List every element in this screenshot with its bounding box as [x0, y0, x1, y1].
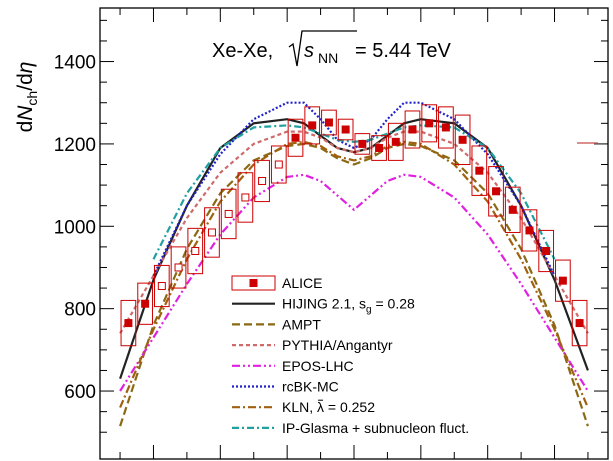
alice-syst-box: [454, 114, 471, 166]
alice-syst-box: [504, 186, 521, 233]
alice-syst-box: [521, 209, 538, 252]
series-line-6: [152, 124, 556, 260]
alice-data: [120, 104, 588, 347]
alice-point: [508, 205, 517, 214]
alice-syst-box: [421, 104, 438, 143]
legend-label-4: rcBK-MC: [282, 379, 339, 395]
legend-alice-marker: [249, 279, 258, 287]
alice-syst-box: [538, 229, 555, 273]
title-system: Xe-Xe,: [212, 40, 273, 62]
alice-syst-box: [555, 259, 571, 302]
alice-point: [207, 228, 216, 237]
legend-label-0: HIJING 2.1, sg = 0.28: [282, 296, 415, 316]
legend-label-alice: ALICE: [282, 275, 322, 291]
title-energy: = 5.44 TeV: [355, 40, 451, 62]
alice-syst-box: [237, 172, 254, 223]
alice-point: [391, 137, 400, 146]
alice-point: [425, 119, 434, 128]
alice-syst-box: [354, 133, 371, 155]
alice-syst-box: [170, 246, 187, 289]
y-tick-label: 1000: [54, 217, 96, 238]
alice-point: [141, 299, 150, 308]
alice-syst-box: [137, 282, 153, 325]
y-tick-label: 1200: [54, 135, 96, 156]
alice-point: [575, 319, 584, 328]
alice-syst-box: [120, 299, 137, 347]
alice-point: [458, 135, 467, 144]
alice-point: [358, 139, 367, 148]
legend-alice-box: [231, 275, 276, 291]
alice-syst-box: [438, 106, 454, 149]
model-curves: [119, 101, 589, 427]
alice-syst-box: [571, 299, 588, 347]
alice-point: [308, 121, 317, 130]
alice-syst-box: [187, 227, 204, 275]
alice-syst-box: [287, 118, 304, 157]
y-tick-label: 600: [64, 382, 96, 403]
alice-point: [375, 144, 384, 153]
legend-label-5: KLN, λ = 0.252: [282, 399, 375, 415]
sqrt-symbol: [288, 30, 357, 67]
title-sub-nn: NN: [318, 50, 338, 66]
alice-point: [174, 263, 183, 272]
alice-syst-box: [371, 135, 387, 161]
alice-point: [441, 123, 450, 132]
alice-point: [525, 226, 534, 235]
alice-syst-box: [304, 106, 321, 145]
alice-point: [408, 125, 417, 134]
alice-point: [224, 209, 233, 218]
alice-syst-box: [404, 110, 421, 149]
alice-point: [324, 118, 333, 127]
legend-label-3: EPOS-LHC: [282, 358, 354, 374]
alice-syst-box: [270, 145, 287, 184]
alice-point: [258, 176, 267, 185]
legend-label-2: PYTHIA/Angantyr: [282, 337, 393, 353]
alice-syst-box: [337, 118, 354, 141]
alice-point: [291, 133, 300, 142]
alice-syst-box: [471, 145, 488, 196]
alice-point: [492, 187, 501, 196]
alice-point: [274, 160, 283, 169]
alice-syst-box: [204, 207, 220, 258]
series-line-1: [119, 142, 589, 427]
legend-label-6: IP-Glasma + subnucleon fluct.: [282, 420, 469, 436]
y-axis-label: dNch/dη: [14, 62, 40, 133]
alice-point: [542, 247, 551, 256]
alice-syst-box: [321, 109, 337, 136]
alice-point: [124, 319, 133, 328]
alice-point: [475, 166, 484, 175]
alice-point: [241, 193, 250, 202]
alice-point: [558, 276, 567, 285]
y-tick-label: 800: [64, 300, 96, 321]
alice-point: [341, 125, 350, 134]
chart-title: Xe-Xe, s NN = 5.44 TeV: [212, 30, 451, 67]
legend-label-1: AMPT: [282, 316, 321, 332]
alice-syst-box: [220, 188, 237, 240]
alice-syst-box: [153, 264, 170, 308]
series-line-4: [152, 101, 556, 277]
alice-syst-box: [488, 166, 504, 217]
series-line-3: [119, 173, 589, 392]
series-line-2: [119, 130, 589, 334]
series-line-5: [119, 140, 589, 408]
axis-ticks: 600 800 1000 1200 1400: [54, 8, 608, 459]
y-tick-label: 1400: [54, 53, 96, 74]
alice-point: [191, 247, 200, 256]
alice-syst-box: [254, 159, 270, 203]
alice-point: [157, 282, 166, 291]
alice-syst-box: [387, 122, 404, 161]
title-sqrt-s: s: [304, 40, 314, 62]
